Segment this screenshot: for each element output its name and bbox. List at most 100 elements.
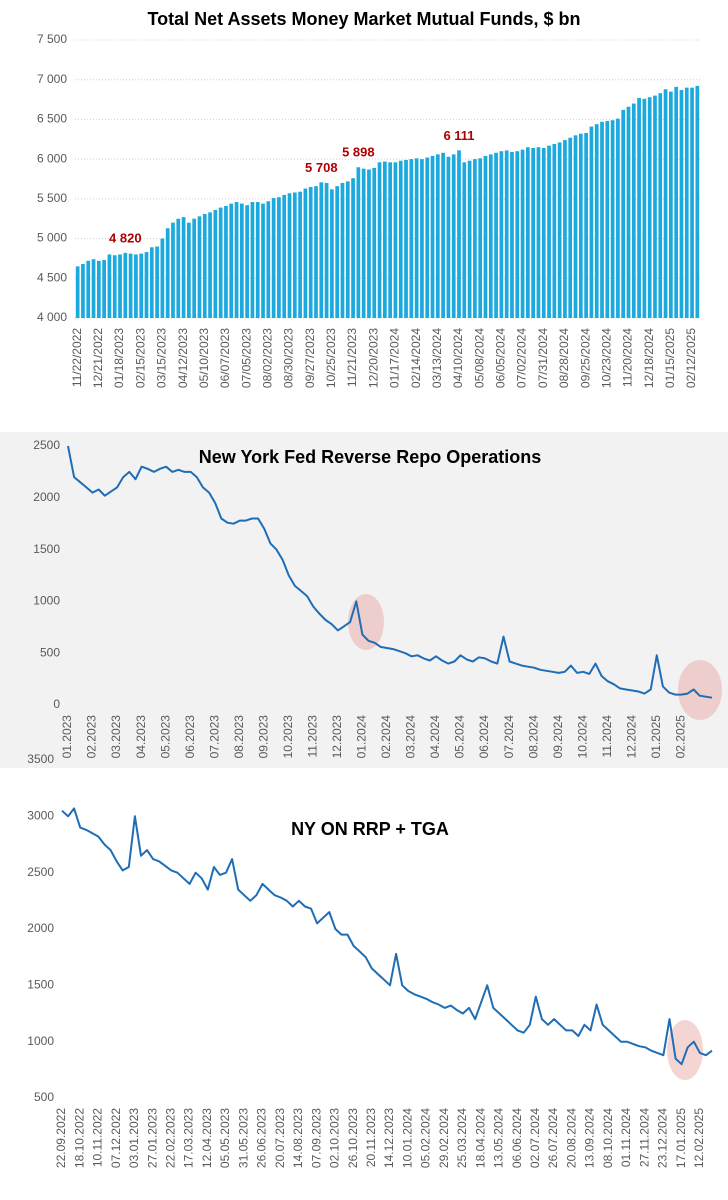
- bar: [669, 91, 673, 318]
- bar: [282, 194, 287, 318]
- bar: [478, 158, 483, 318]
- bar: [308, 186, 313, 318]
- x-tick-label: 18.04.2024: [473, 1108, 487, 1168]
- bar: [425, 157, 430, 318]
- bar: [658, 93, 663, 319]
- y-tick-label: 5 500: [37, 191, 67, 205]
- bar: [356, 167, 361, 318]
- bar: [123, 252, 128, 318]
- x-tick-label: 22.09.2022: [54, 1108, 68, 1168]
- x-tick-label: 26.10.2023: [346, 1108, 360, 1168]
- bar: [430, 155, 435, 318]
- x-tick-label: 13.09.2024: [583, 1108, 597, 1168]
- bar: [176, 218, 181, 318]
- bar: [584, 132, 588, 318]
- x-tick-label: 05.2024: [453, 715, 467, 759]
- x-tick-label: 07.09.2023: [309, 1108, 323, 1168]
- bar: [393, 162, 398, 318]
- bar: [663, 89, 668, 318]
- highlight: [348, 594, 384, 650]
- x-tick-label: 10/25/2023: [324, 328, 338, 388]
- highlight: [678, 660, 722, 720]
- x-tick-label: 06/07/2023: [218, 328, 232, 388]
- bar: [367, 169, 371, 318]
- bar: [647, 97, 652, 318]
- bar: [160, 238, 165, 318]
- y-tick-label: 4 500: [37, 270, 67, 284]
- x-tick-label: 03.2023: [109, 715, 123, 759]
- bar: [91, 259, 96, 318]
- x-tick-label: 07/05/2023: [239, 328, 253, 388]
- x-tick-label: 25.03.2024: [455, 1108, 469, 1168]
- y-tick-label: 1000: [33, 594, 60, 608]
- x-tick-label: 14.12.2023: [382, 1108, 396, 1168]
- bar: [335, 186, 340, 318]
- x-tick-label: 02.2025: [674, 715, 688, 759]
- bar: [536, 147, 541, 318]
- x-tick-label: 04/10/2024: [451, 328, 465, 388]
- x-tick-label: 11/21/2023: [345, 328, 359, 387]
- bar: [218, 207, 223, 318]
- x-tick-label: 10.2024: [575, 715, 589, 759]
- x-tick-label: 02/15/2023: [133, 328, 147, 388]
- bar: [96, 260, 101, 318]
- highlight: [667, 1020, 703, 1080]
- x-tick-label: 11/20/2024: [621, 328, 635, 387]
- bar: [557, 142, 562, 318]
- bar: [467, 160, 472, 318]
- bar: [81, 263, 85, 318]
- y-tick-label: 2000: [27, 921, 54, 935]
- bar: [531, 148, 536, 318]
- bar: [483, 155, 488, 318]
- x-tick-label: 06/05/2024: [494, 328, 508, 388]
- bar: [589, 126, 594, 318]
- bar: [462, 162, 467, 318]
- y-tick-label: 1000: [27, 1034, 54, 1048]
- bar: [637, 97, 641, 319]
- bar: [314, 186, 318, 318]
- bar: [610, 120, 615, 318]
- x-tick-label: 26.07.2024: [546, 1108, 560, 1168]
- x-tick-label: 31.05.2023: [236, 1108, 250, 1168]
- x-tick-label: 08.2023: [232, 715, 246, 759]
- x-tick-label: 05.2023: [158, 715, 172, 759]
- y-tick-label: 2000: [33, 490, 60, 504]
- x-tick-label: 01/15/2025: [663, 328, 677, 388]
- x-tick-label: 03/13/2024: [430, 328, 444, 388]
- bar: [171, 222, 175, 318]
- data-label: 6 111: [443, 128, 474, 143]
- x-tick-label: 07.2024: [502, 715, 516, 759]
- x-tick-label: 08/02/2023: [260, 328, 274, 388]
- x-tick-label: 12.2024: [624, 715, 638, 759]
- bar: [446, 156, 451, 318]
- bar: [75, 266, 80, 318]
- x-tick-label: 29.02.2024: [437, 1108, 451, 1168]
- y-tick-label: 3000: [27, 809, 54, 823]
- bar: [488, 154, 493, 318]
- bar: [144, 252, 149, 318]
- line-series: [67, 445, 713, 699]
- y-tick-label: 3500: [27, 752, 54, 766]
- bar: [616, 118, 620, 319]
- x-tick-label: 12.04.2023: [200, 1108, 214, 1168]
- y-tick-label: 0: [53, 697, 60, 711]
- x-tick-label: 08.2024: [526, 715, 540, 759]
- bar: [229, 203, 234, 318]
- x-tick-label: 06.06.2024: [510, 1108, 524, 1168]
- bar: [515, 151, 520, 318]
- x-tick-label: 01/17/2024: [388, 328, 402, 388]
- chart-title: New York Fed Reverse Repo Operations: [199, 447, 541, 467]
- bar: [134, 254, 138, 318]
- bar: [435, 154, 440, 318]
- x-tick-label: 08.10.2024: [601, 1108, 615, 1168]
- y-tick-label: 4 000: [37, 310, 67, 324]
- x-tick-label: 01.2024: [355, 715, 369, 759]
- x-tick-label: 07.12.2022: [109, 1108, 123, 1168]
- y-tick-label: 6 000: [37, 151, 67, 165]
- bar: [277, 197, 281, 318]
- bar: [605, 121, 610, 318]
- bar: [679, 90, 684, 318]
- y-tick-label: 6 500: [37, 112, 67, 126]
- x-tick-label: 10.01.2024: [400, 1108, 414, 1168]
